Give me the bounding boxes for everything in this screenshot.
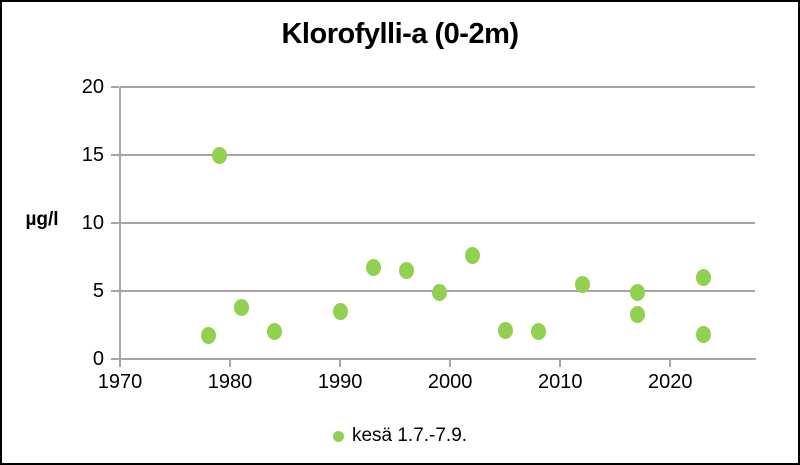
legend-series-label: kesä 1.7.-7.9. (351, 425, 468, 446)
x-tick-label: 1970 (97, 371, 143, 393)
y-tick-label: 5 (92, 280, 104, 302)
data-point (497, 321, 513, 339)
y-tick-mark (111, 358, 119, 360)
gridline (120, 86, 755, 88)
y-tick-label: 0 (92, 348, 104, 370)
x-tick-mark (449, 359, 452, 367)
x-tick-label: 1980 (207, 371, 253, 393)
data-point (629, 283, 645, 301)
legend-marker-dot (332, 430, 344, 442)
data-point (574, 275, 590, 293)
x-tick-label: 2010 (537, 371, 583, 393)
data-point (695, 268, 711, 286)
data-point (431, 283, 447, 301)
y-tick-label: 10 (81, 212, 104, 234)
x-axis-line (119, 358, 756, 360)
data-point (398, 262, 414, 280)
gridline (120, 222, 755, 224)
gridline (120, 154, 755, 156)
y-axis-line (119, 87, 121, 361)
y-tick-mark (111, 290, 119, 292)
y-tick-mark (111, 86, 119, 88)
x-tick-mark (669, 359, 672, 367)
y-tick-mark (111, 154, 119, 156)
data-point (200, 327, 216, 345)
data-point (211, 146, 227, 164)
data-point (629, 305, 645, 323)
x-tick-mark (339, 359, 342, 367)
chart-title: Klorofylli-a (0-2m) (281, 18, 519, 50)
y-tick-label: 20 (81, 76, 104, 98)
data-point (530, 323, 546, 341)
data-point (695, 326, 711, 344)
data-point (365, 259, 381, 277)
data-point (233, 298, 249, 316)
data-point (266, 323, 282, 341)
x-tick-mark (559, 359, 562, 367)
x-tick-mark (229, 359, 232, 367)
y-axis-title: µg/l (25, 209, 59, 230)
y-tick-label: 15 (81, 144, 104, 166)
legend: kesä 1.7.-7.9. (2, 423, 798, 449)
data-point (464, 247, 480, 265)
x-tick-label: 1990 (317, 371, 363, 393)
x-tick-label: 2000 (427, 371, 473, 393)
x-tick-label: 2020 (648, 371, 693, 393)
x-tick-mark (119, 359, 121, 367)
data-point (332, 302, 348, 320)
y-tick-mark (111, 222, 119, 224)
